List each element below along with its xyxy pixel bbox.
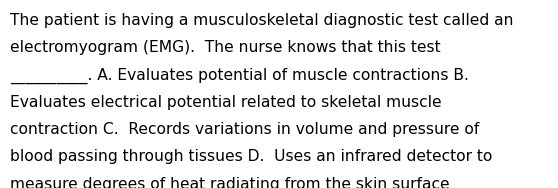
Text: Evaluates electrical potential related to skeletal muscle: Evaluates electrical potential related t…	[10, 95, 442, 110]
Text: __________. A. Evaluates potential of muscle contractions B.: __________. A. Evaluates potential of mu…	[10, 68, 469, 84]
Text: contraction C.  Records variations in volume and pressure of: contraction C. Records variations in vol…	[10, 122, 479, 137]
Text: The patient is having a musculoskeletal diagnostic test called an: The patient is having a musculoskeletal …	[10, 13, 513, 28]
Text: measure degrees of heat radiating from the skin surface: measure degrees of heat radiating from t…	[10, 177, 450, 188]
Text: blood passing through tissues D.  Uses an infrared detector to: blood passing through tissues D. Uses an…	[10, 149, 492, 164]
Text: electromyogram (EMG).  The nurse knows that this test: electromyogram (EMG). The nurse knows th…	[10, 40, 441, 55]
